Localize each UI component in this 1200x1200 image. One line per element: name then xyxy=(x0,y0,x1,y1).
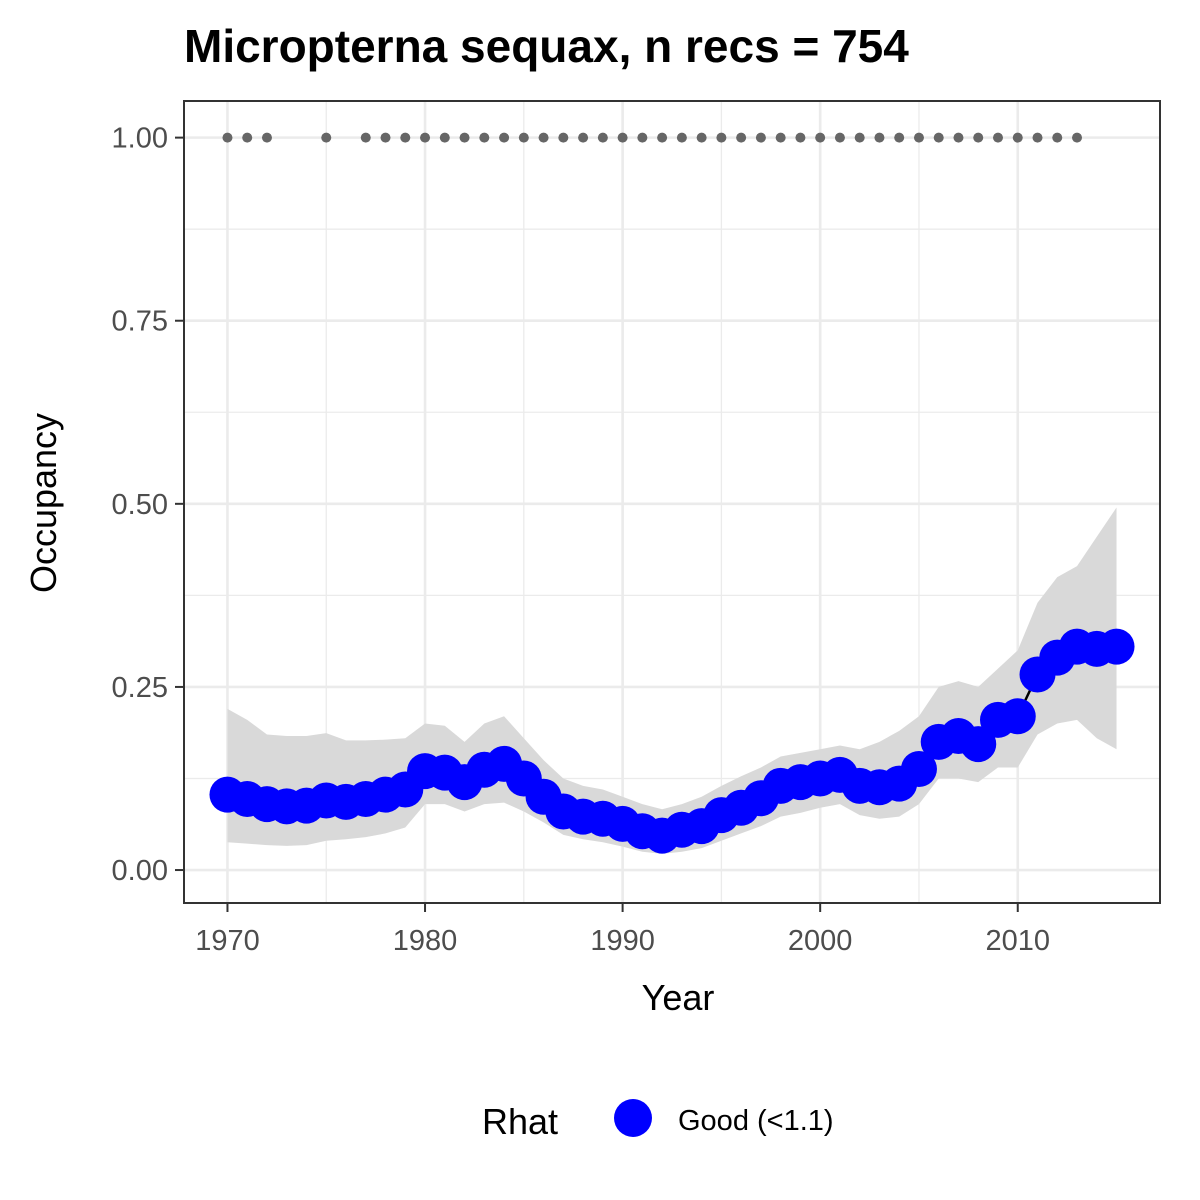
legend-key-good xyxy=(614,1099,652,1137)
record-marker xyxy=(578,132,589,143)
record-marker xyxy=(518,132,529,143)
record-marker xyxy=(459,132,470,143)
record-marker xyxy=(1032,132,1043,143)
record-marker xyxy=(617,132,628,143)
y-tick-label: 0.50 xyxy=(112,489,168,521)
data-point xyxy=(900,750,937,787)
chart-title: Micropterna sequax, n recs = 754 xyxy=(184,20,909,72)
record-marker xyxy=(815,132,826,143)
x-tick-label: 1970 xyxy=(195,925,260,957)
record-marker xyxy=(597,132,608,143)
record-marker xyxy=(894,132,905,143)
record-marker xyxy=(992,132,1003,143)
record-marker xyxy=(657,132,668,143)
data-point xyxy=(1098,628,1135,665)
record-marker xyxy=(499,132,510,143)
record-marker xyxy=(400,132,411,143)
record-marker xyxy=(834,132,845,143)
record-marker xyxy=(676,132,687,143)
legend: Rhat Good (<1.1) xyxy=(482,1099,834,1142)
x-tick-label: 1980 xyxy=(393,925,458,957)
x-tick-label: 2010 xyxy=(985,925,1050,957)
record-marker xyxy=(479,132,490,143)
y-tick-label: 0.25 xyxy=(112,672,168,704)
record-marker xyxy=(1012,132,1023,143)
record-marker xyxy=(795,132,806,143)
legend-title: Rhat xyxy=(482,1101,558,1142)
record-marker xyxy=(558,132,569,143)
record-marker xyxy=(973,132,984,143)
record-marker xyxy=(360,132,371,143)
record-marker xyxy=(953,132,964,143)
plot-panel-border xyxy=(183,100,1161,904)
data-point xyxy=(999,698,1036,735)
record-year-markers xyxy=(222,132,1083,143)
record-marker xyxy=(854,132,865,143)
record-marker xyxy=(1072,132,1083,143)
record-marker xyxy=(696,132,707,143)
x-axis-title: Year xyxy=(642,977,715,1018)
record-marker xyxy=(439,132,450,143)
record-marker xyxy=(736,132,747,143)
record-marker xyxy=(380,132,391,143)
record-marker xyxy=(775,132,786,143)
data-point xyxy=(960,726,997,763)
record-marker xyxy=(755,132,766,143)
y-tick-label: 0.75 xyxy=(112,306,168,338)
y-tick-label: 0.00 xyxy=(112,855,168,887)
record-marker xyxy=(933,132,944,143)
record-marker xyxy=(637,132,648,143)
x-tick-label: 2000 xyxy=(788,925,853,957)
record-marker xyxy=(1052,132,1063,143)
occupancy-points xyxy=(209,628,1135,854)
y-axis-title: Occupancy xyxy=(23,413,64,593)
record-marker xyxy=(913,132,924,143)
axis-ticks: 1970 1980 1990 2000 2010 0.00 0.25 0.50 0.75 1.00 xyxy=(112,123,1050,957)
y-tick-label: 1.00 xyxy=(112,123,168,155)
x-tick-label: 1990 xyxy=(590,925,655,957)
record-marker xyxy=(261,132,272,143)
record-marker xyxy=(420,132,431,143)
record-marker xyxy=(538,132,549,143)
record-marker xyxy=(716,132,727,143)
legend-label-good: Good (<1.1) xyxy=(678,1105,834,1137)
record-marker xyxy=(242,132,253,143)
record-marker xyxy=(321,132,332,143)
record-marker xyxy=(874,132,885,143)
record-marker xyxy=(222,132,233,143)
